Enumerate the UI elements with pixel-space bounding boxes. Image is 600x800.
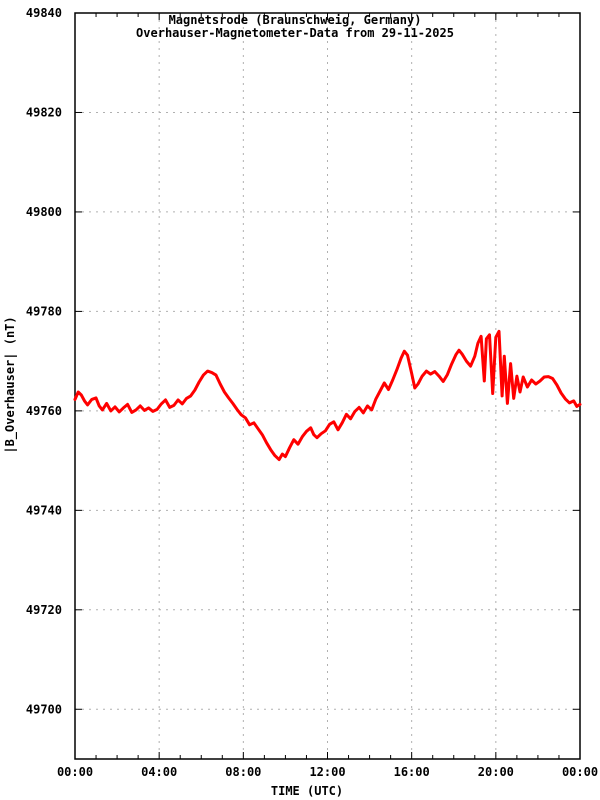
data-series-line (73, 329, 582, 462)
y-tick-label: 49780 (26, 304, 62, 318)
y-axis-label: |B_Overhauser| (nT) (3, 316, 17, 454)
chart-title-line2: Overhauser-Magnetometer-Data from 29-11-… (136, 26, 454, 40)
x-tick-label: 20:00 (478, 765, 514, 779)
y-tick-label: 49720 (26, 603, 62, 617)
x-tick-label: 12:00 (309, 765, 345, 779)
y-tick-label: 49820 (26, 105, 62, 119)
x-tick-label: 04:00 (141, 765, 177, 779)
y-tick-label: 49740 (26, 503, 62, 517)
x-tick-label: 00:00 (562, 765, 598, 779)
chart-title-line1: Magnetsrode (Braunschweig, Germany) (168, 13, 422, 27)
x-tick-label: 00:00 (57, 765, 93, 779)
y-tick-label: 49840 (26, 6, 62, 20)
y-tick-label: 49760 (26, 404, 62, 418)
y-tick-label: 49700 (26, 702, 62, 716)
x-axis-label: TIME (UTC) (270, 784, 344, 798)
x-tick-label: 16:00 (394, 765, 430, 779)
y-tick-label: 49800 (26, 205, 62, 219)
x-tick-label: 08:00 (225, 765, 261, 779)
plot-border (74, 12, 581, 760)
